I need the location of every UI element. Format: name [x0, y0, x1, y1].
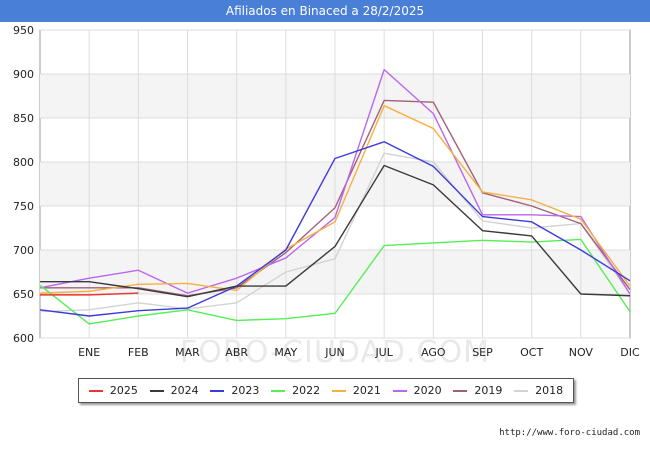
legend-item-2022: 2022	[271, 384, 320, 397]
x-tick-label: FEB	[128, 346, 149, 359]
x-tick-label: JUN	[324, 346, 345, 359]
series-line-2020	[39, 68, 631, 295]
x-tick-label: JUL	[374, 346, 393, 359]
legend-swatch	[453, 389, 468, 392]
x-tick-label: ENE	[78, 346, 100, 359]
y-tick-label: 800	[13, 156, 34, 169]
series-line-2023	[39, 141, 631, 317]
y-tick-label: 700	[13, 244, 34, 257]
y-tick-label: 950	[13, 24, 34, 37]
legend-label: 2023	[231, 384, 260, 397]
legend-item-2025: 2025	[88, 384, 138, 397]
legend-swatch	[271, 389, 286, 392]
x-tick-label: AGO	[421, 346, 446, 359]
y-axis-ticks: 600 650 700 750 800 850 900 950	[13, 24, 34, 345]
legend-item-2020: 2020	[392, 384, 442, 397]
series-line-2019	[40, 99, 631, 297]
legend-item-2024: 2024	[149, 384, 199, 397]
y-tick-label: 600	[13, 332, 34, 345]
legend-swatch	[210, 389, 225, 392]
legend-label: 2019	[474, 384, 503, 397]
legend-swatch	[514, 389, 529, 392]
x-tick-label: OCT	[520, 346, 543, 359]
legend-label: 2024	[170, 384, 199, 397]
legend-label: 2022	[292, 384, 321, 397]
watermark: FORO-CIUDAD.COM	[180, 335, 490, 370]
x-tick-label: MAY	[274, 346, 297, 359]
legend: 2025 2024 2023 2022 2021 2020 2019 2018	[78, 378, 574, 403]
chart-title: Afiliados en Binaced a 28/2/2025	[0, 0, 650, 22]
y-tick-label: 750	[13, 200, 34, 213]
y-tick-label: 650	[13, 288, 34, 301]
x-tick-label: NOV	[569, 346, 594, 359]
series-line-2022	[39, 238, 631, 325]
series-line-2021	[39, 104, 631, 294]
legend-label: 2018	[535, 384, 564, 397]
legend-label: 2021	[352, 384, 381, 397]
legend-item-2023: 2023	[210, 384, 259, 397]
legend-swatch	[88, 389, 103, 392]
source-url: http://www.foro-ciudad.com	[499, 428, 640, 438]
x-tick-label: ABR	[225, 346, 248, 359]
series-line-2024	[40, 164, 631, 298]
y-tick-label: 850	[13, 112, 34, 125]
grid-lines	[40, 29, 630, 339]
x-axis-ticks: ENE FEB MAR ABR MAY JUN JUL AGO SEP OCT NOV DIC	[78, 346, 640, 359]
x-tick-label: MAR	[175, 346, 200, 359]
legend-label: 2025	[109, 384, 138, 397]
legend-label: 2020	[413, 384, 442, 397]
legend-swatch	[149, 389, 164, 392]
legend-item-2019: 2019	[453, 384, 502, 397]
legend-item-2018: 2018	[514, 384, 563, 397]
legend-swatch	[331, 389, 346, 392]
series-lines	[39, 68, 631, 325]
series-line-2018	[39, 152, 631, 313]
legend-swatch	[392, 389, 407, 392]
legend-item-2021: 2021	[331, 384, 381, 397]
series-line-2025	[40, 292, 139, 296]
x-tick-label: DIC	[620, 346, 640, 359]
x-tick-label: SEP	[472, 346, 493, 359]
y-tick-label: 900	[13, 68, 34, 81]
